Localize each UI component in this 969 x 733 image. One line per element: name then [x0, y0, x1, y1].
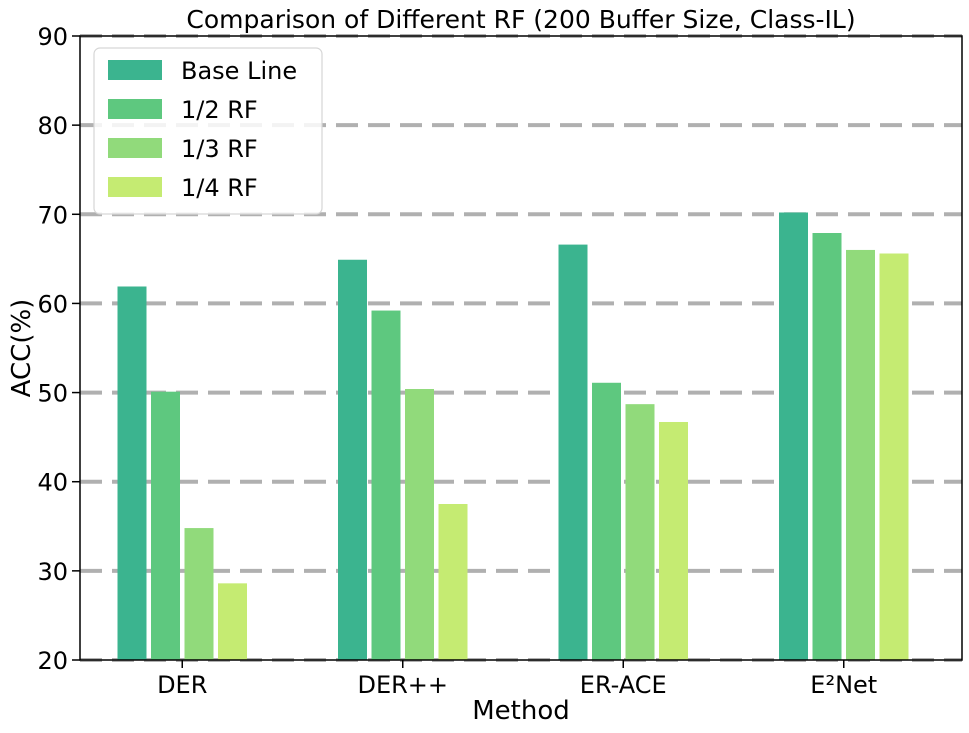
bar-1-3-rf-2	[625, 404, 655, 660]
y-tick-label: 90	[37, 23, 68, 51]
y-tick-label: 80	[37, 112, 68, 140]
bar-1-2-rf-1	[371, 310, 401, 660]
legend-swatch	[108, 177, 162, 197]
bar-1-2-rf-2	[592, 382, 621, 660]
legend-label: 1/3 RF	[181, 135, 258, 163]
bar-1-2-rf-0	[151, 391, 180, 660]
bar-1-3-rf-3	[846, 249, 875, 660]
legend: Base Line 1/2 RF 1/3 RF 1/4 RF	[93, 47, 323, 215]
tick-labels: 20 30 40 50 60 70 80 90 DER DER++ ER-ACE E²Net	[37, 23, 877, 699]
legend-label: 1/4 RF	[181, 174, 258, 202]
legend-label: Base Line	[181, 57, 297, 85]
plot-frame	[79, 35, 963, 661]
chart-title: Comparison of Different RF (200 Buffer S…	[186, 5, 855, 34]
bar-1-4-rf-3	[879, 253, 909, 660]
bar-1-3-rf-1	[405, 389, 434, 660]
bar-1-4-rf-2	[659, 421, 688, 660]
x-tick-label: DER++	[357, 671, 448, 699]
bar-1-4-rf-1	[438, 504, 468, 660]
bar-1-2-rf-3	[812, 233, 842, 660]
y-tick-label: 70	[37, 201, 68, 229]
y-tick-label: 40	[37, 469, 68, 497]
axes	[72, 35, 963, 668]
y-tick-label: 20	[37, 647, 68, 675]
bar-1-4-rf-0	[218, 583, 247, 660]
x-tick-label: ER-ACE	[580, 671, 667, 699]
x-tick-label: DER	[157, 671, 207, 699]
x-axis-label: Method	[472, 696, 570, 726]
legend-swatch	[108, 99, 162, 119]
y-tick-label: 60	[37, 290, 68, 318]
bar-base-line-1	[338, 259, 367, 660]
bars	[117, 212, 909, 660]
bar-1-3-rf-0	[184, 528, 214, 660]
legend-box	[93, 47, 323, 215]
bar-base-line-3	[779, 212, 808, 660]
y-tick-label: 50	[37, 380, 68, 408]
legend-swatch	[108, 138, 162, 158]
legend-swatch	[108, 60, 162, 80]
bar-base-line-2	[558, 244, 588, 660]
bar-base-line-0	[117, 286, 147, 660]
y-axis-label: ACC(%)	[7, 299, 37, 398]
y-tick-label: 30	[37, 558, 68, 586]
legend-label: 1/2 RF	[181, 96, 258, 124]
x-tick-label: E²Net	[810, 671, 877, 699]
